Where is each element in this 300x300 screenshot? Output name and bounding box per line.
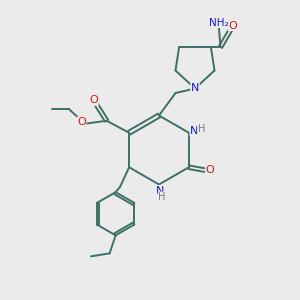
Text: O: O <box>89 95 98 105</box>
Text: O: O <box>77 117 86 127</box>
Text: O: O <box>206 165 214 175</box>
Text: N: N <box>191 83 199 94</box>
Text: N: N <box>156 185 165 196</box>
Text: H: H <box>198 124 205 134</box>
Text: O: O <box>228 20 237 31</box>
Text: NH₂: NH₂ <box>209 17 229 28</box>
Text: N: N <box>190 126 199 136</box>
Text: H: H <box>158 192 166 202</box>
